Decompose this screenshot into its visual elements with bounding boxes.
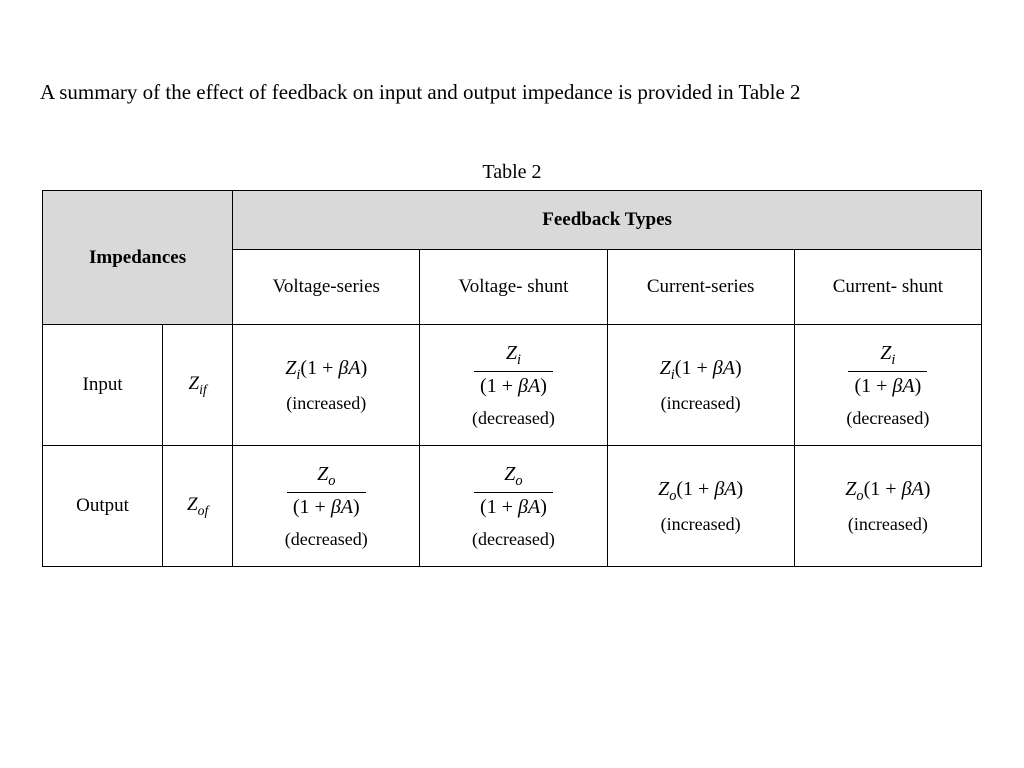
formula-cell: Zi(1 + βA)(increased)	[233, 325, 420, 446]
table-row: InputZifZi(1 + βA)(increased)Zi(1 + βA)(…	[43, 325, 982, 446]
table-caption: Table 2	[40, 161, 984, 184]
header-impedances: Impedances	[43, 191, 233, 325]
header-feedback-types: Feedback Types	[233, 191, 982, 250]
intro-text: A summary of the effect of feedback on i…	[40, 80, 984, 105]
formula-cell: Zo(1 + βA)(decreased)	[233, 446, 420, 567]
col-current-shunt: Current- shunt	[794, 250, 981, 325]
row-symbol: Zif	[163, 325, 233, 446]
row-label: Input	[43, 325, 163, 446]
formula-cell: Zi(1 + βA)(increased)	[607, 325, 794, 446]
formula-cell: Zi(1 + βA)(decreased)	[420, 325, 607, 446]
formula-cell: Zo(1 + βA)(increased)	[607, 446, 794, 567]
formula-cell: Zo(1 + βA)(increased)	[794, 446, 981, 567]
formula-cell: Zi(1 + βA)(decreased)	[794, 325, 981, 446]
col-voltage-series: Voltage-series	[233, 250, 420, 325]
row-label: Output	[43, 446, 163, 567]
row-symbol: Zof	[163, 446, 233, 567]
col-voltage-shunt: Voltage- shunt	[420, 250, 607, 325]
table-row: OutputZofZo(1 + βA)(decreased)Zo(1 + βA)…	[43, 446, 982, 567]
impedance-table: Impedances Feedback Types Voltage-series…	[42, 190, 982, 567]
table-body: InputZifZi(1 + βA)(increased)Zi(1 + βA)(…	[43, 325, 982, 567]
col-current-series: Current-series	[607, 250, 794, 325]
formula-cell: Zo(1 + βA)(decreased)	[420, 446, 607, 567]
